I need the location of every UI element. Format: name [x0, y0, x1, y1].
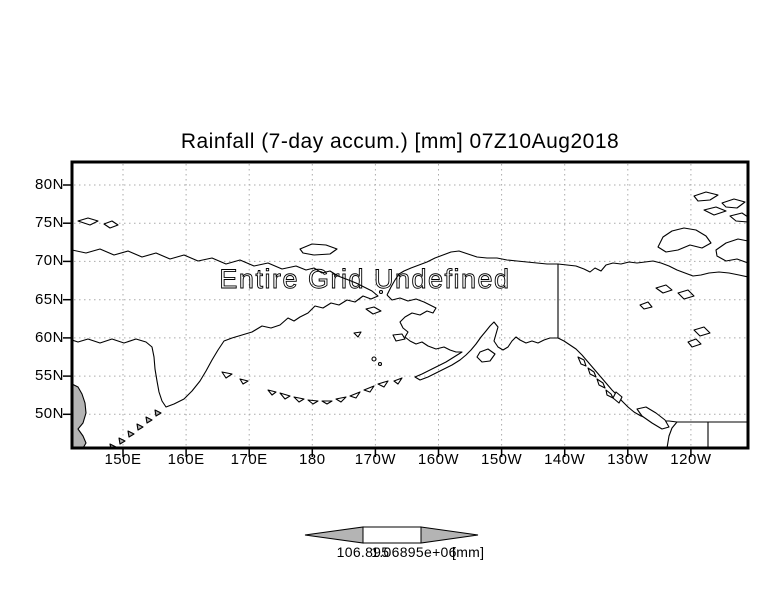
victoria-island	[715, 238, 748, 264]
aleutian-island	[349, 391, 361, 399]
lon-tick-label: 160W	[417, 451, 460, 468]
colorbar-tick-right: 1.06895e+06	[371, 544, 457, 560]
siberia-coastline	[72, 248, 379, 408]
lat-tick-label: 70N	[34, 252, 64, 270]
island-layer	[77, 191, 748, 430]
banks-island	[657, 227, 712, 253]
diomede-island	[378, 289, 384, 295]
aleutian-island	[393, 377, 403, 385]
colorbar-right-arrow	[420, 526, 479, 544]
pribilof-island	[371, 356, 377, 362]
arctic-archipelago-island	[703, 206, 727, 216]
aleutian-island	[363, 385, 375, 393]
aleutian-island	[293, 396, 305, 403]
lat-tick-label: 55N	[34, 367, 64, 385]
colorbar-left-arrow	[304, 526, 364, 544]
pribilof-island	[377, 361, 383, 367]
kodiak-island	[476, 348, 496, 363]
lon-tick-label: 160E	[167, 451, 205, 468]
lat-tick-label: 65N	[34, 290, 64, 308]
undefined-grid-message: Entire Grid Undefined	[219, 264, 510, 294]
lake	[693, 326, 711, 337]
alaska-pacific-coastline	[386, 294, 678, 448]
panhandle-island	[605, 389, 614, 399]
arctic-archipelago-island	[693, 191, 719, 202]
arctic-archipelago-island	[721, 198, 746, 209]
panhandle-island	[587, 367, 597, 378]
aleutian-island	[335, 396, 347, 403]
lat-tick-label: 75N	[34, 214, 64, 232]
kuril-islands	[109, 409, 162, 448]
sakhalin-landmass	[72, 383, 87, 448]
lake	[639, 301, 653, 310]
colorbar-box	[362, 526, 422, 544]
axis-ticks	[63, 184, 692, 457]
aleutian-island	[321, 400, 333, 405]
lake-layer	[639, 284, 711, 348]
aleutian-island	[239, 378, 249, 385]
lon-tick-label: 180	[299, 451, 326, 468]
lon-tick-label: 150W	[481, 451, 523, 468]
lat-tick-label: 50N	[34, 405, 64, 423]
st-lawrence-island	[365, 306, 382, 315]
plot-title: Rainfall (7-day accum.) [mm] 07Z10Aug201…	[180, 130, 620, 153]
lake	[677, 289, 695, 300]
colorbar-unit-label: [mm]	[452, 544, 485, 560]
lon-tick-label: 150E	[104, 451, 142, 468]
arctic-archipelago-island	[729, 212, 748, 223]
nunivak-island	[392, 333, 406, 342]
vancouver-island	[636, 406, 670, 430]
lon-tick-label: 170W	[354, 451, 396, 468]
colorbar-tick-left: 106.895	[336, 544, 390, 560]
aleutian-island	[377, 380, 389, 388]
graticule-gridlines	[74, 164, 746, 446]
panhandle-island	[577, 356, 587, 367]
wrangel-island	[299, 243, 338, 256]
colorbar	[304, 526, 479, 544]
map-frame	[70, 160, 750, 450]
coastline-layer	[72, 191, 748, 448]
lon-tick-label: 140W	[544, 451, 586, 468]
alaska-arctic-coastline	[386, 250, 748, 296]
aleutian-island	[279, 392, 291, 400]
lon-tick-label: 170E	[230, 451, 268, 468]
lake	[655, 284, 673, 294]
lat-tick-label: 80N	[34, 176, 64, 193]
lon-tick-label: 130W	[607, 451, 649, 468]
lon-tick-label: 120W	[670, 451, 712, 468]
aleutian-island	[267, 389, 277, 396]
new-siberian-island	[77, 217, 99, 226]
aleutian-island	[307, 399, 319, 405]
new-siberian-island	[103, 220, 119, 229]
haida-gwaii-island	[612, 391, 623, 404]
lat-tick-label: 60N	[34, 328, 64, 346]
st-matthew-island	[353, 331, 362, 338]
lake	[687, 338, 702, 348]
aleutian-island	[221, 371, 233, 379]
panhandle-island	[596, 378, 606, 389]
